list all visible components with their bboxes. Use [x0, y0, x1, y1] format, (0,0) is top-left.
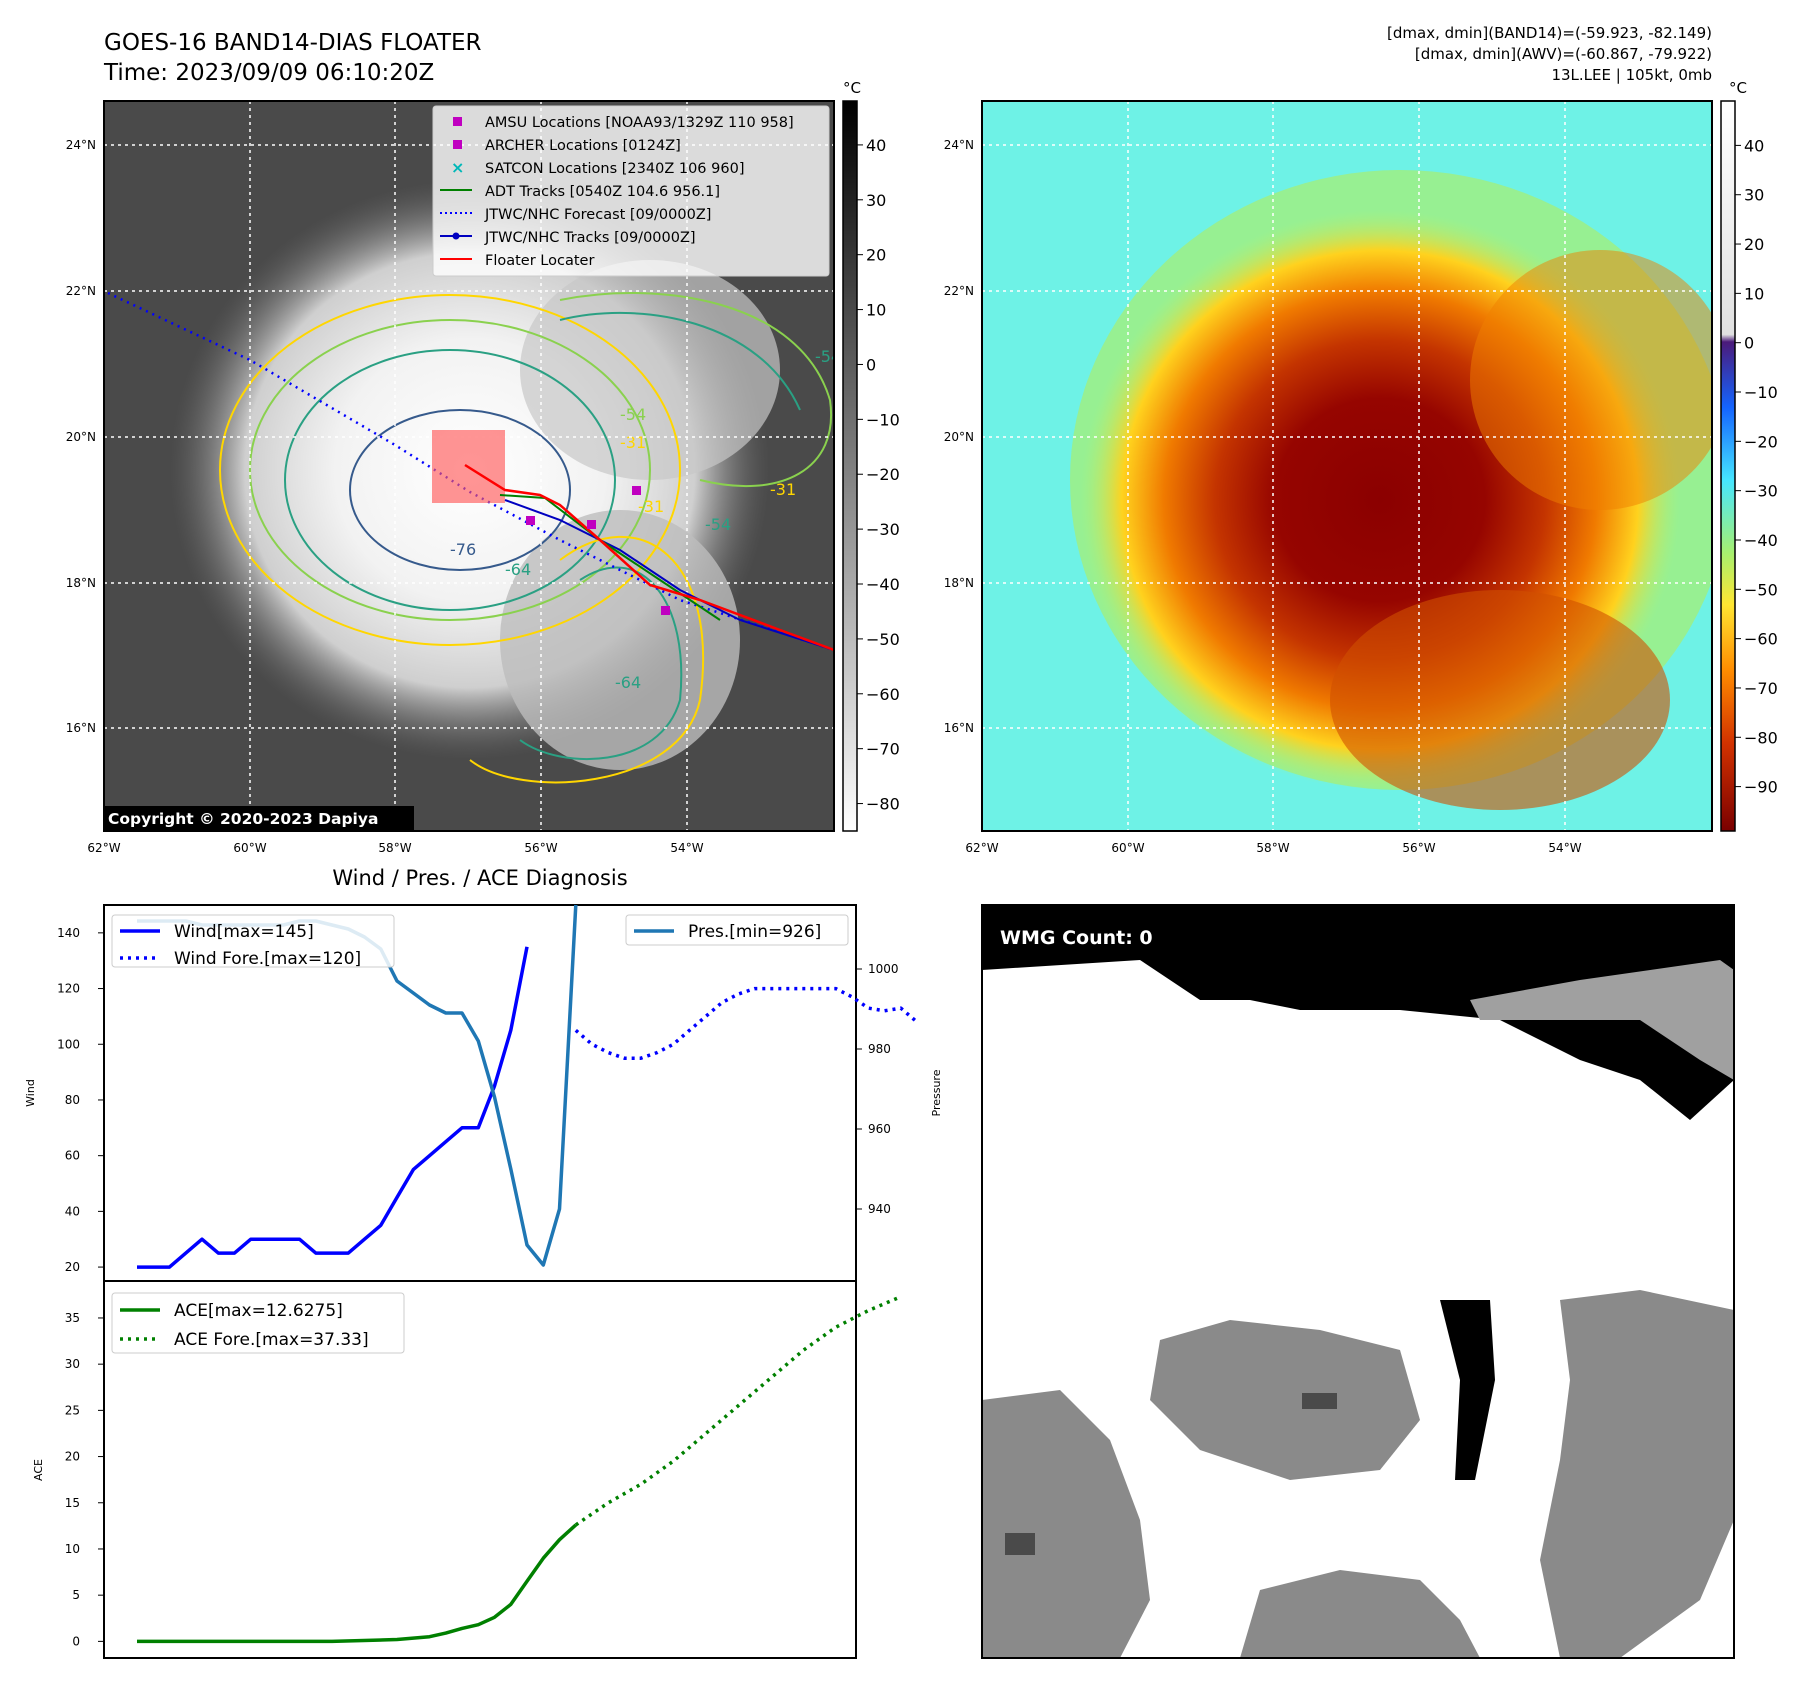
- legend-label: Floater Locater: [485, 253, 594, 269]
- figure-header: GOES-16 BAND14-DIAS FLOATER Time: 2023/0…: [103, 24, 1712, 86]
- colorbar-tick: −20: [1744, 432, 1778, 451]
- lon-tick: 58°W: [378, 841, 411, 855]
- map-legend: AMSU Locations [NOAA93/1329Z 110 958] AR…: [432, 105, 830, 277]
- gray-colorbar: [842, 100, 858, 832]
- ir-color-map-panel: 62°W 60°W 58°W 56°W 54°W 24°N 22°N 20°N …: [944, 79, 1778, 855]
- legend-label: JTWC/NHC Forecast [09/0000Z]: [484, 207, 711, 223]
- lon-tick: 62°W: [965, 841, 998, 855]
- colorbar-tick: 30: [866, 191, 886, 210]
- lon-tick: 54°W: [670, 841, 703, 855]
- stats-line-2: [dmax, dmin](AWV)=(-60.867, -79.922): [1415, 45, 1712, 63]
- colorbar-tick: −70: [1744, 679, 1778, 698]
- lat-tick: 22°N: [944, 284, 974, 298]
- lon-tick: 56°W: [524, 841, 557, 855]
- colorbar-tick: 30: [1744, 186, 1764, 205]
- svg-text:×: ×: [451, 158, 464, 177]
- contour-label: -54: [815, 347, 841, 366]
- contour-label: -64: [615, 673, 641, 692]
- ir-gray-map-panel: -76 -64 -54 -64 -54 -31 -31 -54 -31: [66, 79, 900, 855]
- colorbar-tick: −10: [1744, 383, 1778, 402]
- colorbar-tick: −70: [866, 740, 900, 759]
- colorbar-tick: −80: [866, 795, 900, 814]
- contour-label: -54: [620, 405, 646, 424]
- lat-tick: 18°N: [66, 576, 96, 590]
- legend-label: AMSU Locations [NOAA93/1329Z 110 958]: [485, 115, 794, 131]
- stats-line-3: 13L.LEE | 105kt, 0mb: [1551, 66, 1712, 84]
- colorbar-unit: °C: [1729, 79, 1747, 97]
- colorbar-tick: 0: [1744, 334, 1754, 353]
- nhc-track-line: [504, 499, 834, 651]
- colorbar-tick: −60: [1744, 630, 1778, 649]
- lat-tick: 22°N: [66, 284, 96, 298]
- lon-tick: 54°W: [1548, 841, 1581, 855]
- lon-tick: 58°W: [1256, 841, 1289, 855]
- lat-tick: 16°N: [944, 721, 974, 735]
- colorbar-tick: 10: [866, 301, 886, 320]
- contour-label: -76: [450, 540, 476, 559]
- lat-tick: 24°N: [66, 138, 96, 152]
- colorbar-tick: −30: [866, 520, 900, 539]
- legend-label: ARCHER Locations [0124Z]: [485, 138, 681, 154]
- colorbar-tick: −20: [866, 465, 900, 484]
- lon-tick: 56°W: [1402, 841, 1435, 855]
- figure-time: Time: 2023/09/09 06:10:20Z: [103, 60, 434, 86]
- contour-label: -31: [770, 480, 796, 499]
- copyright-label: Copyright © 2020-2023 Dapiya: [108, 810, 378, 828]
- wmg-count-label: WMG Count: 0: [1000, 927, 1153, 949]
- lon-tick: 60°W: [233, 841, 266, 855]
- lon-tick: 60°W: [1111, 841, 1144, 855]
- colorbar-tick: −40: [866, 575, 900, 594]
- colorbar-tick: 20: [866, 246, 886, 265]
- wmg-label-box: [992, 920, 1174, 954]
- colorbar-tick: −30: [1744, 482, 1778, 501]
- legend-label: SATCON Locations [2340Z 106 960]: [485, 161, 744, 177]
- contour-label: -31: [638, 497, 664, 516]
- lon-tick: 62°W: [87, 841, 120, 855]
- colorbar-tick: 10: [1744, 284, 1764, 303]
- lat-tick: 16°N: [66, 721, 96, 735]
- colorbar-tick: 40: [866, 136, 886, 155]
- contour-label: -31: [620, 433, 646, 452]
- colorbar-tick: −60: [866, 685, 900, 704]
- lat-tick: 18°N: [944, 576, 974, 590]
- colorbar-tick: −50: [866, 630, 900, 649]
- figure-title: GOES-16 BAND14-DIAS FLOATER: [104, 30, 482, 56]
- colorbar-tick: −40: [1744, 531, 1778, 550]
- stats-line-1: [dmax, dmin](BAND14)=(-59.923, -82.149): [1387, 24, 1712, 42]
- lat-tick: 24°N: [944, 138, 974, 152]
- colorbar-tick: −10: [866, 410, 900, 429]
- colorbar-tick: −90: [1744, 778, 1778, 797]
- lat-tick: 20°N: [66, 430, 96, 444]
- colorbar-unit: °C: [843, 79, 861, 97]
- floater-track-line: [464, 463, 834, 652]
- colorbar-tick: 0: [866, 355, 876, 374]
- legend-label: JTWC/NHC Tracks [09/0000Z]: [484, 230, 696, 246]
- legend-label: ADT Tracks [0540Z 104.6 956.1]: [485, 184, 720, 200]
- contour-label: -54: [705, 515, 731, 534]
- color-colorbar: [1720, 100, 1736, 832]
- colorbar-tick: −50: [1744, 580, 1778, 599]
- lat-tick: 20°N: [944, 430, 974, 444]
- colorbar-tick: 40: [1744, 136, 1764, 155]
- colorbar-tick: −80: [1744, 728, 1778, 747]
- contour-label: -64: [505, 560, 531, 579]
- colorbar-tick: 20: [1744, 235, 1764, 254]
